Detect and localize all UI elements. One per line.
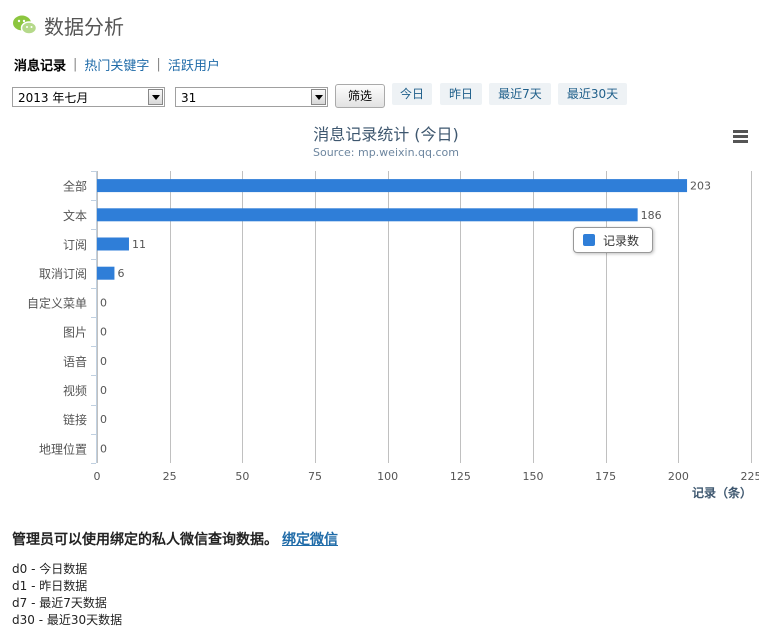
period-legend-item: d0 - 今日数据 <box>12 562 88 576</box>
category-label: 自定义菜单 <box>27 295 87 310</box>
legend-swatch <box>583 234 595 246</box>
bind-note-text: 管理员可以使用绑定的私人微信查询数据。 <box>12 532 278 548</box>
data-label: 186 <box>641 209 662 222</box>
data-label: 0 <box>100 413 107 426</box>
day-select-value: 31 <box>181 91 197 105</box>
x-tick-label: 50 <box>235 470 249 483</box>
chart-subtitle: Source: mp.weixin.qq.com <box>313 146 459 159</box>
chart-x-ticks: 0 25 50 75 100 125 150 175 200 225 <box>94 470 759 483</box>
today-button[interactable]: 今日 <box>392 83 432 105</box>
chart-menu-icon[interactable] <box>733 130 748 143</box>
data-label: 0 <box>100 384 107 397</box>
x-tick-label: 0 <box>94 470 101 483</box>
filter-button[interactable]: 筛选 <box>335 84 385 108</box>
bar-1[interactable] <box>97 208 638 222</box>
tab-message-records[interactable]: 消息记录 <box>14 59 67 74</box>
data-label: 203 <box>690 180 711 193</box>
category-label: 地理位置 <box>39 441 87 456</box>
chart-bars: 203 186 11 6 0 0 0 0 0 0 <box>97 179 711 455</box>
tab-active-users[interactable]: 活跃用户 <box>167 59 220 74</box>
category-label: 链接 <box>63 412 87 427</box>
yesterday-button[interactable]: 昨日 <box>440 83 482 105</box>
page-title: 数据分析 <box>44 14 124 39</box>
category-label: 文本 <box>63 208 87 223</box>
bar-2[interactable] <box>97 237 129 251</box>
category-label: 取消订阅 <box>39 267 87 281</box>
period-legend-item: d1 - 昨日数据 <box>12 579 88 593</box>
bar-3[interactable] <box>97 266 115 280</box>
bind-note: 管理员可以使用绑定的私人微信查询数据。 绑定微信 <box>12 529 338 549</box>
page-header: 数据分析 <box>12 10 124 40</box>
chart-title: 消息记录统计 (今日) <box>313 125 459 144</box>
legend-label: 记录数 <box>603 234 640 248</box>
day-select[interactable]: 31 <box>175 87 328 107</box>
bar-0[interactable] <box>97 179 688 193</box>
data-label: 0 <box>100 355 107 368</box>
bind-wechat-link[interactable]: 绑定微信 <box>282 532 338 548</box>
period-legend-item: d7 - 最近7天数据 <box>12 596 107 610</box>
data-label: 0 <box>100 296 107 309</box>
last-7-days-button[interactable]: 最近7天 <box>489 83 551 105</box>
x-tick-label: 175 <box>595 470 616 483</box>
chart-legend[interactable]: 记录数 <box>573 227 653 253</box>
month-select[interactable]: 2013 年七月 <box>12 87 165 107</box>
x-tick-label: 150 <box>523 470 544 483</box>
category-label: 图片 <box>63 326 87 340</box>
category-label: 语音 <box>63 354 87 369</box>
x-tick-label: 125 <box>450 470 471 483</box>
last-30-days-button[interactable]: 最近30天 <box>558 83 627 105</box>
category-label: 视频 <box>63 383 87 398</box>
wechat-logo-icon <box>12 13 38 37</box>
data-label: 0 <box>100 326 107 339</box>
period-legend: d0 - 今日数据 d1 - 昨日数据 d7 - 最近7天数据 d30 - 最近… <box>12 561 122 629</box>
chevron-down-icon[interactable] <box>311 89 326 105</box>
category-label: 全部 <box>63 179 87 194</box>
category-label: 订阅 <box>63 238 87 252</box>
tab-separator: | <box>73 57 78 72</box>
tab-hot-keywords[interactable]: 热门关键字 <box>84 59 150 74</box>
bar-chart: 消息记录统计 (今日) Source: mp.weixin.qq.com 203… <box>27 125 759 500</box>
x-tick-label: 25 <box>163 470 177 483</box>
period-legend-item: d30 - 最近30天数据 <box>12 613 123 627</box>
x-tick-label: 225 <box>741 470 759 483</box>
tab-bar: 消息记录 | 热门关键字 | 活跃用户 <box>14 55 220 74</box>
chart-x-axis-label: 记录（条） <box>692 485 752 500</box>
chevron-down-icon[interactable] <box>148 89 163 105</box>
x-tick-label: 200 <box>668 470 689 483</box>
data-label: 6 <box>117 267 124 280</box>
data-label: 0 <box>100 442 107 455</box>
month-select-value: 2013 年七月 <box>18 91 89 105</box>
x-tick-label: 100 <box>377 470 398 483</box>
data-label: 11 <box>132 238 146 251</box>
x-tick-label: 75 <box>308 470 322 483</box>
tab-separator: | <box>156 57 161 72</box>
